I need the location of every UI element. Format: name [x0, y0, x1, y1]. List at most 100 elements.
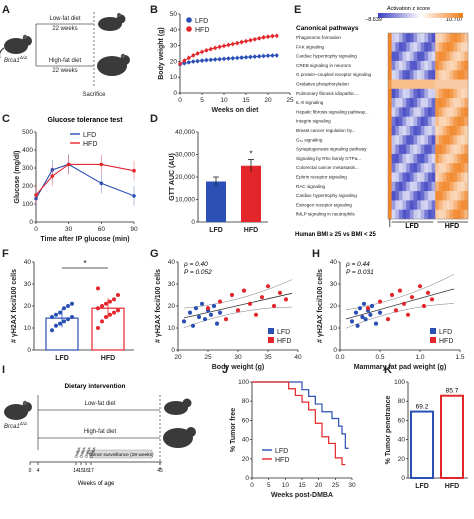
b-point-hfd	[270, 34, 275, 38]
e-heatmap-cell	[424, 181, 429, 192]
e-heatmap-cell	[417, 70, 422, 80]
a-mouse-label: Brca1Δ/Δ	[4, 55, 27, 64]
a-low-fat-label: Low-fat diet	[49, 16, 80, 22]
e-heatmap-cell	[442, 144, 447, 155]
f-point-hfd	[116, 308, 120, 313]
e-heatmap-cell	[446, 172, 451, 183]
e-heatmap-cell	[417, 144, 422, 155]
i-dmba-label: DMBA	[79, 446, 87, 458]
e-heatmap-cell	[424, 135, 429, 145]
e-heatmap-cell	[457, 172, 462, 183]
b-point-lfd	[213, 57, 217, 62]
e-pathway-label: Pulmonary fibrosis idiopathic...	[296, 91, 358, 96]
c-legend-label: HFD	[83, 141, 97, 148]
e-heatmap-cell	[442, 181, 447, 192]
e-heatmap-cell	[406, 98, 411, 108]
e-heatmap-cell	[406, 209, 411, 220]
e-heatmap-cell	[453, 172, 458, 183]
d-ytick-label: 30,000	[175, 152, 195, 159]
e-heatmap-cell	[435, 116, 440, 127]
e-heatmap-cell	[453, 33, 458, 43]
e-heatmap-cell	[388, 163, 392, 173]
e-heatmap-cell	[388, 33, 392, 43]
e-heatmap-cell	[391, 209, 396, 220]
e-heatmap-cell	[388, 144, 392, 155]
e-heatmap-cell	[431, 33, 436, 43]
e-heatmap-cell	[417, 79, 422, 90]
e-heatmap-cell	[398, 163, 403, 173]
e-heatmap-cell	[420, 60, 425, 71]
e-heatmap-cell	[449, 191, 454, 201]
e-heatmap-cell	[406, 172, 411, 183]
e-heatmap-cell	[413, 79, 418, 90]
b-ytick-label: 40	[170, 27, 178, 34]
h-point-lfd	[377, 310, 383, 315]
e-heatmap-cell	[398, 107, 403, 117]
e-heatmap-cell	[428, 116, 432, 127]
e-heatmap-cell	[398, 88, 403, 99]
e-heatmap-cell	[388, 209, 392, 220]
g-point-hfd	[223, 317, 229, 322]
e-heading: Canonical pathways	[296, 25, 359, 32]
e-heatmap-cell	[388, 181, 392, 192]
e-heatmap-cell	[431, 153, 436, 164]
g-pvalue: P = 0.052	[184, 269, 212, 276]
e-heatmap-cell	[388, 42, 392, 52]
e-heatmap-cell	[420, 70, 425, 80]
b-point-lfd	[231, 56, 235, 60]
e-heatmap-cell	[388, 191, 392, 201]
e-heatmap-cell	[402, 42, 407, 52]
j-ylabel: % Tumor free	[230, 408, 237, 452]
b-point-lfd	[204, 58, 209, 62]
e-heatmap-cell	[409, 79, 414, 90]
e-heatmap-cell	[431, 88, 436, 99]
e-heatmap-cell	[388, 107, 392, 117]
e-heatmap-cell	[431, 181, 436, 192]
f-point-lfd	[58, 321, 62, 326]
e-heatmap-cell	[402, 191, 407, 201]
f-ytick-label: 40	[24, 259, 32, 266]
e-heatmap-cell	[398, 144, 403, 155]
g-ytick-label: 40	[168, 259, 176, 266]
h-point-hfd	[365, 306, 371, 311]
e-heatmap-cell	[453, 181, 458, 192]
e-heatmap-cell	[460, 51, 465, 62]
e-heatmap-cell	[417, 60, 422, 71]
e-heatmap-cell	[442, 107, 447, 117]
e-heatmap-cell	[435, 135, 440, 145]
e-heatmap-cell	[446, 144, 451, 155]
e-heatmap-cell	[398, 98, 403, 108]
e-heatmap-cell	[442, 163, 447, 173]
e-pathway-label: Integrin signaling	[296, 119, 331, 124]
e-heatmap-cell	[428, 70, 432, 80]
g-ytick-label: 10	[168, 325, 176, 332]
c-ytick-label: 300	[22, 165, 33, 172]
e-heatmap-cell	[420, 116, 425, 127]
e-heatmap-cell	[442, 79, 447, 90]
j-xtick-label: 15	[298, 482, 306, 489]
e-heatmap-cell	[424, 60, 429, 71]
e-heatmap-cell	[438, 200, 443, 210]
e-heatmap-cell	[428, 98, 432, 108]
e-heatmap-cell	[431, 79, 436, 90]
mouse-icon-i	[4, 400, 32, 420]
e-heatmap-cell	[435, 153, 440, 164]
g-xtick-label: 35	[264, 354, 272, 361]
e-heatmap-cell	[413, 135, 418, 145]
e-heatmap-cell	[406, 42, 411, 52]
chart-c-glucose: Glucose tolerance test 0 100 200 300 400 500 0 3…	[14, 117, 138, 243]
i-mouse-label: Brca1Δ/Δ	[4, 421, 27, 430]
e-heatmap-cell	[428, 200, 432, 210]
e-pathway-label: Synaptogenesis signaling pathway	[296, 147, 367, 152]
h-legend-label: LFD	[439, 329, 452, 336]
f-point-lfd	[70, 301, 74, 306]
e-group-lfd: LFD	[405, 223, 419, 230]
e-heatmap-cell	[449, 200, 454, 210]
e-heatmap-cell	[453, 153, 458, 164]
j-ytick-label: 0	[245, 475, 249, 482]
h-point-hfd	[377, 299, 383, 304]
e-heatmap-cell	[435, 88, 440, 99]
e-heatmap-cell	[453, 42, 458, 52]
e-heatmap-cell	[417, 163, 422, 173]
h-point-lfd	[360, 314, 365, 320]
